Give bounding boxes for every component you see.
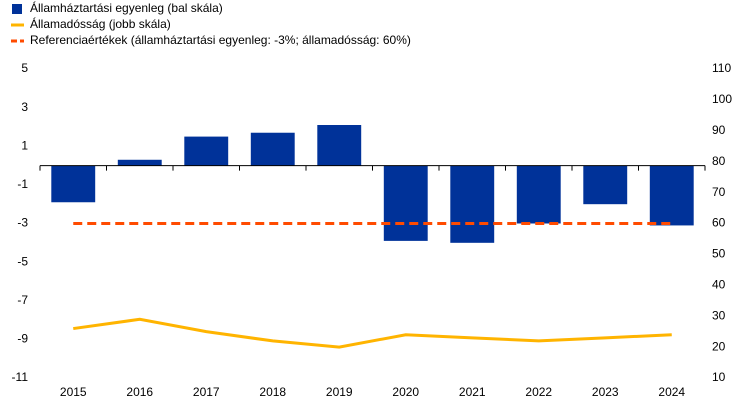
- y-tick-label: -5: [17, 254, 28, 268]
- x-tick-label: 2022: [525, 385, 552, 399]
- y2-tick-label: 110: [712, 61, 731, 75]
- bar: [450, 165, 495, 243]
- legend-label: Államháztartási egyenleg (bal skála): [30, 0, 223, 15]
- y2-tick-label: 100: [712, 92, 732, 106]
- legend-label: Államadósság (jobb skála): [30, 16, 171, 31]
- x-tick-label: 2019: [326, 385, 353, 399]
- x-tick-label: 2016: [126, 385, 153, 399]
- bar: [649, 165, 694, 226]
- y2-tick-label: 90: [712, 123, 726, 137]
- y2-tick-label: 40: [712, 277, 726, 291]
- y-tick-label: -9: [17, 332, 28, 346]
- x-tick-label: 2020: [392, 385, 419, 399]
- y2-tick-label: 30: [712, 308, 726, 322]
- y-tick-label: -3: [17, 216, 28, 230]
- line: [73, 317, 672, 349]
- x-tick-label: 2024: [658, 385, 685, 399]
- y-tick-label: 5: [21, 61, 28, 75]
- y-tick-label: -11: [12, 370, 29, 384]
- bar: [117, 159, 162, 166]
- bar: [383, 165, 428, 241]
- x-tick-label: 2015: [60, 385, 87, 399]
- y-tick-label: 3: [21, 100, 28, 114]
- y-tick-label: 1: [21, 138, 28, 152]
- legend-label: Referenciaértékek (államháztartási egyen…: [30, 33, 411, 47]
- bar: [51, 165, 96, 203]
- y2-tick-label: 70: [712, 185, 726, 199]
- y-tick-label: -1: [17, 177, 28, 191]
- y2-tick-label: 80: [712, 154, 726, 168]
- x-tick-label: 2021: [459, 385, 486, 399]
- x-tick-label: 2017: [193, 385, 220, 399]
- y2-tick-label: 60: [712, 216, 726, 230]
- y-tick-label: -7: [17, 293, 28, 307]
- bar: [184, 136, 229, 166]
- bar: [516, 165, 561, 224]
- y2-tick-label: 50: [712, 247, 726, 261]
- y2-tick-label: 10: [712, 370, 726, 384]
- legend-swatch: [12, 4, 22, 14]
- bar: [250, 132, 295, 166]
- y2-tick-label: 20: [712, 339, 726, 353]
- bar: [317, 125, 362, 166]
- x-tick-label: 2018: [259, 385, 286, 399]
- bar: [583, 165, 628, 205]
- x-tick-label: 2023: [592, 385, 619, 399]
